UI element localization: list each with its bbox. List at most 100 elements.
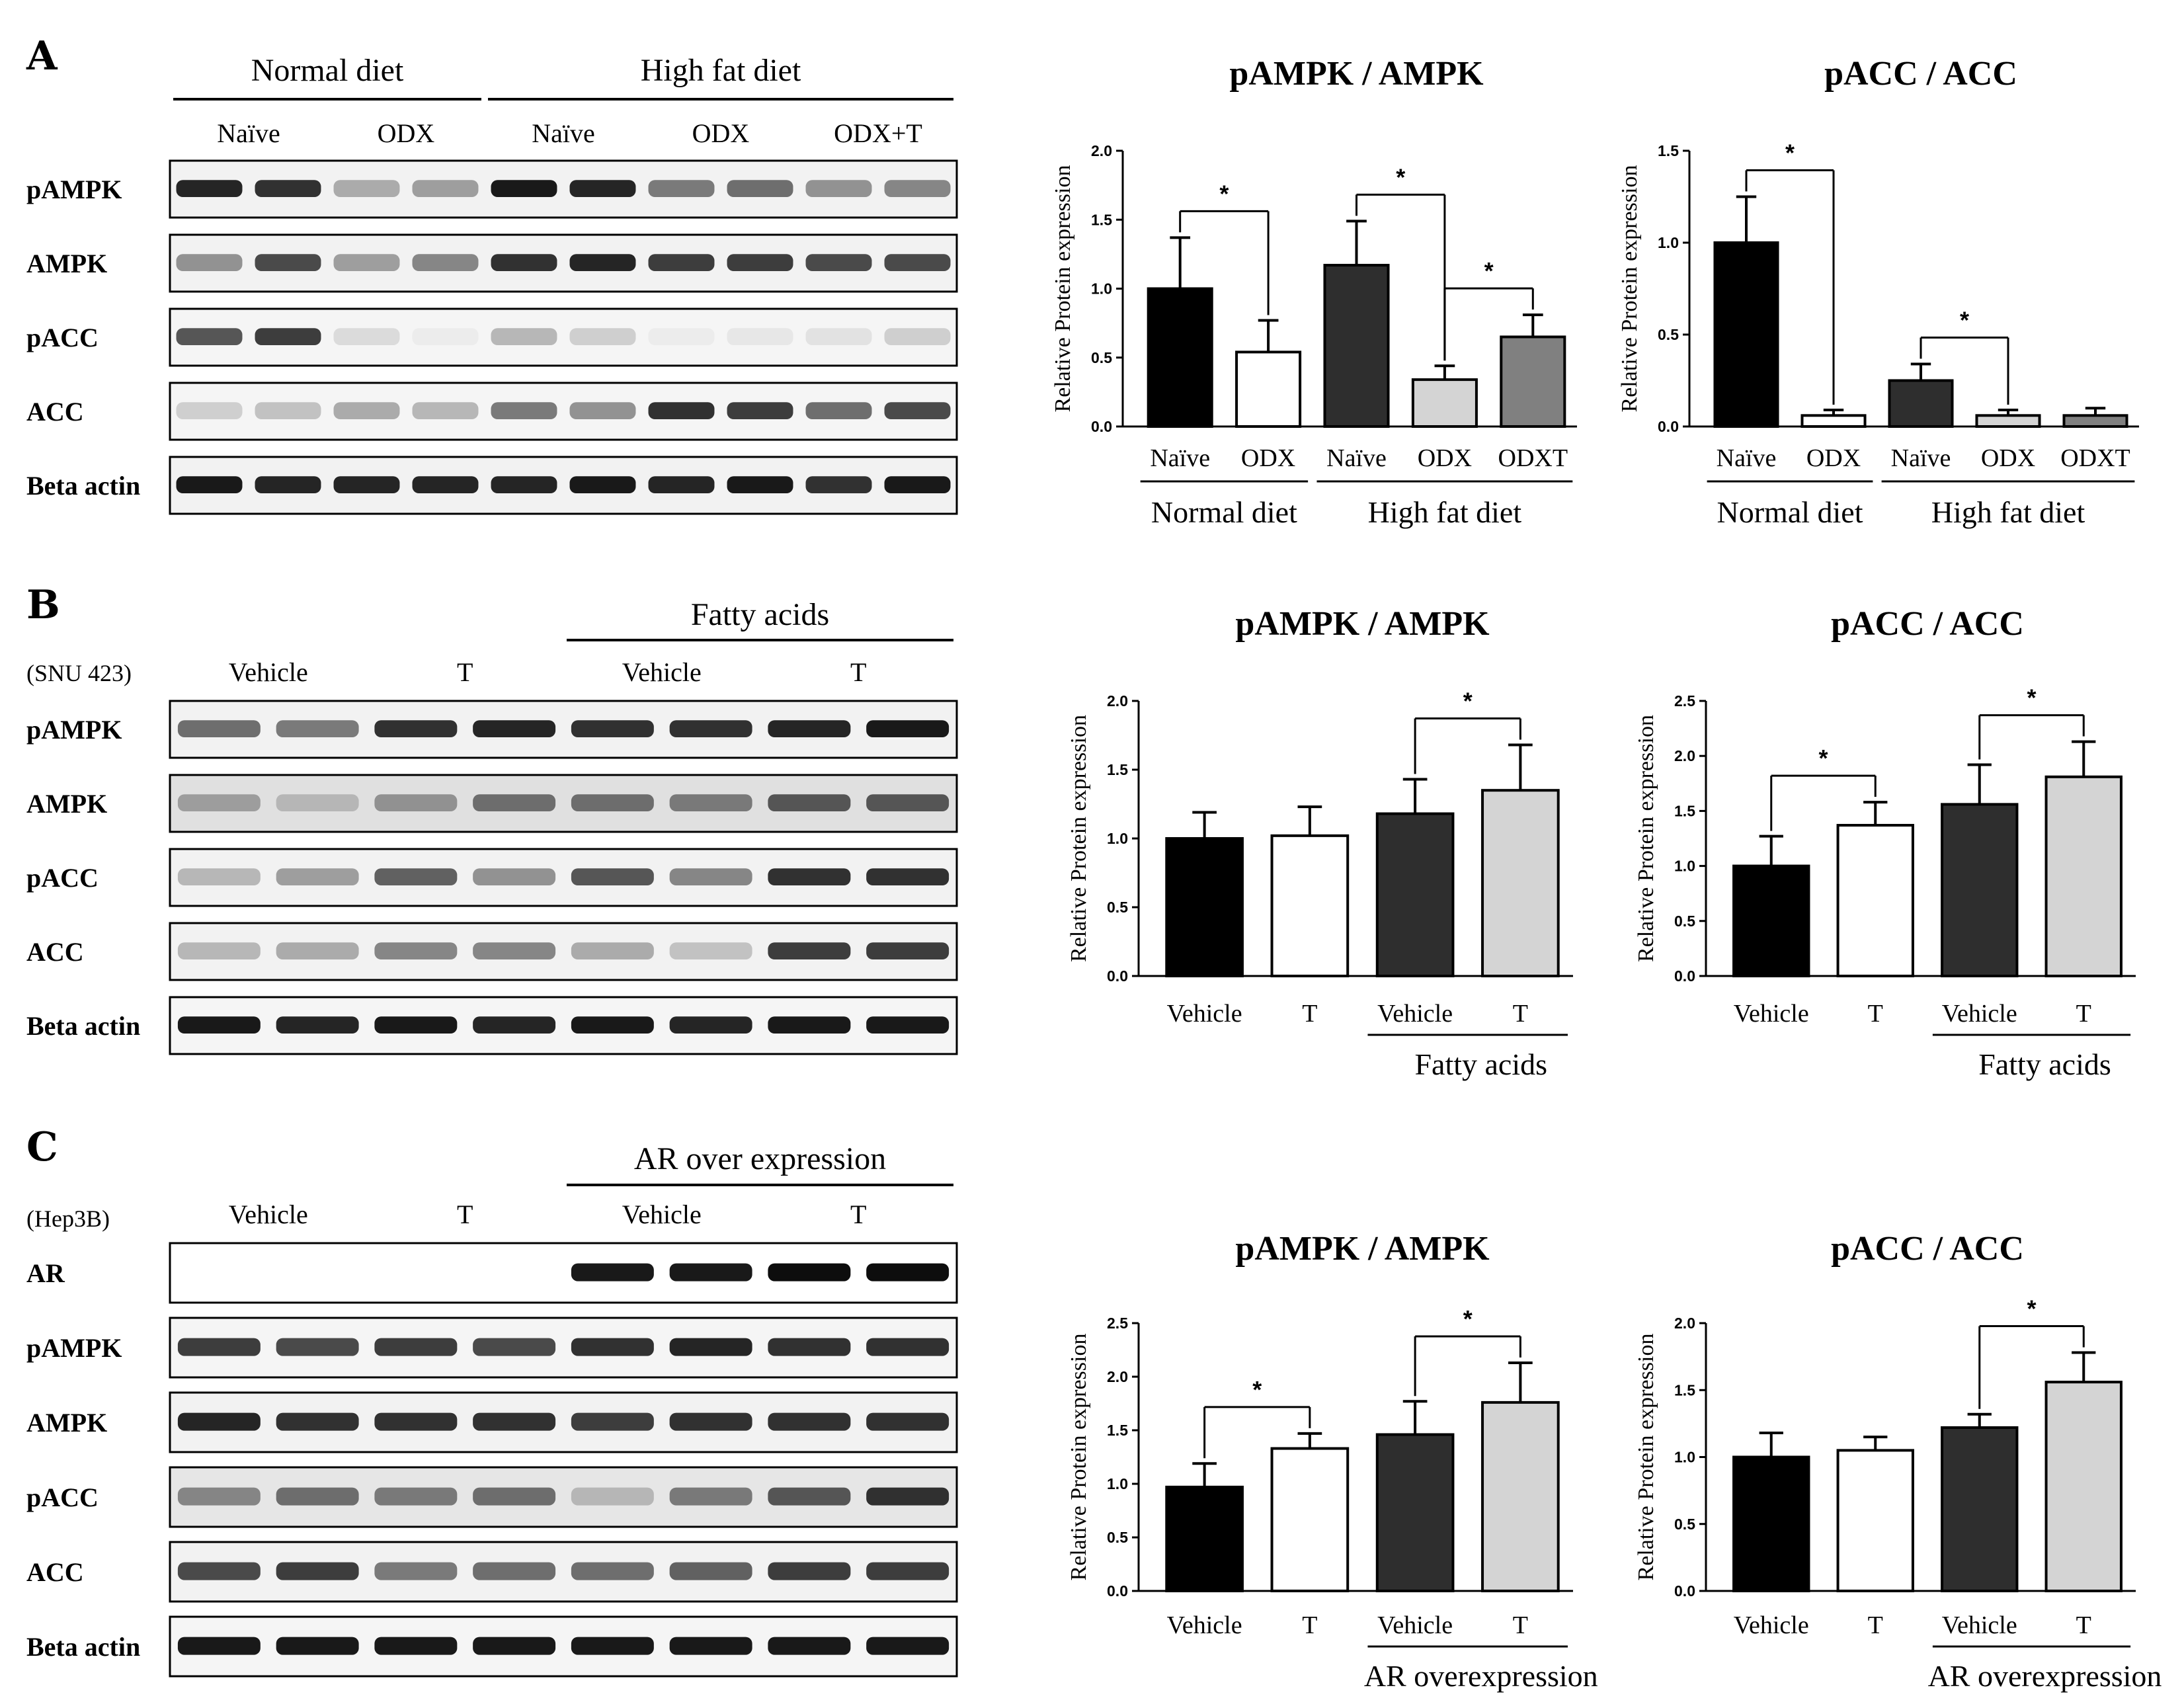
lane-label: Vehicle — [229, 1199, 308, 1229]
blot-band — [374, 720, 458, 738]
y-axis-label: Relative Protein expression — [1634, 715, 1658, 962]
blot-band — [866, 1412, 950, 1431]
blot-band — [473, 1637, 556, 1655]
blot-row-label: ACC — [26, 937, 84, 967]
blot-band — [177, 868, 261, 886]
blot-band — [333, 180, 400, 198]
blot-band — [177, 1562, 261, 1580]
blot-band — [669, 1487, 752, 1506]
y-tick-label: 0.0 — [1091, 418, 1112, 435]
y-tick-label: 1.5 — [1674, 802, 1695, 819]
blot-row: pACC — [26, 1466, 958, 1528]
category-label: Naïve — [1717, 444, 1777, 472]
blot-band — [333, 476, 400, 494]
blot-band — [177, 942, 261, 960]
blot-band — [177, 720, 261, 738]
blot-band — [255, 476, 321, 494]
blot-band — [569, 402, 636, 420]
category-label: ODX — [1418, 444, 1472, 472]
category-label: ODX — [1806, 444, 1861, 472]
bar — [1235, 350, 1302, 428]
blot-band — [473, 1562, 556, 1580]
blot-band — [866, 942, 950, 960]
blot-band — [866, 1263, 950, 1281]
blot-band — [571, 942, 654, 960]
y-tick-label: 1.0 — [1107, 1475, 1128, 1492]
blot-band — [473, 720, 556, 738]
blot-band — [276, 1016, 359, 1034]
bar — [2044, 775, 2123, 978]
bar — [1941, 803, 2019, 978]
bar — [1975, 414, 2041, 428]
category-label: ODX — [1241, 444, 1295, 472]
blot-row-label: AR — [26, 1258, 65, 1288]
bar — [2044, 1381, 2123, 1593]
bar-chart-3: pAMPK / AMPK Relative Protein expression 0… — [1067, 605, 1573, 1081]
lane-label: T — [850, 1199, 866, 1229]
chart-title: pAMPK / AMPK — [1235, 1230, 1490, 1268]
blot-band — [727, 402, 793, 420]
blot-band — [866, 1016, 950, 1034]
blot-row: pAMPK — [26, 1317, 958, 1379]
blot-band — [176, 476, 243, 494]
bar — [1800, 414, 1867, 428]
bar-chart-2: pACC / ACC Relative Protein expression 0.0… — [1617, 55, 2139, 529]
significance-star: * — [1785, 140, 1795, 167]
blot-band — [374, 1412, 458, 1431]
blot-band — [768, 868, 851, 886]
y-axis-label: Relative Protein expression — [1067, 1334, 1091, 1581]
bar — [1732, 864, 1810, 977]
blot-row: AMPK — [26, 233, 958, 293]
y-tick-label: 0.0 — [1107, 1582, 1128, 1600]
blot-band — [374, 1562, 458, 1580]
significance-star: * — [2027, 684, 2036, 711]
blot-band — [177, 1338, 261, 1356]
blot-band — [669, 794, 752, 812]
blot-band — [374, 1637, 458, 1655]
blot-band — [648, 180, 715, 198]
bar — [1481, 1401, 1560, 1592]
category-label: T — [1868, 1611, 1883, 1639]
blot-band — [571, 1263, 654, 1281]
bar-charts: pAMPK / AMPK Relative Protein expression 0… — [1051, 55, 2162, 1693]
y-tick-label: 1.0 — [1091, 280, 1112, 298]
category-label: ODXT — [1498, 444, 1568, 472]
blot-band — [333, 328, 400, 346]
category-label: Naïve — [1891, 444, 1951, 472]
blot-row-label: pAMPK — [26, 715, 122, 745]
blot-band — [866, 1637, 950, 1655]
blot-band — [374, 1016, 458, 1034]
blot-band — [412, 180, 479, 198]
category-label: Vehicle — [1734, 1000, 1809, 1028]
category-label: T — [1868, 1000, 1883, 1028]
category-label: Vehicle — [1377, 1611, 1453, 1639]
bar — [1270, 834, 1350, 977]
blot-band — [276, 794, 359, 812]
group-label: Fatty acids — [1414, 1047, 1547, 1081]
panel-letter: C — [26, 1124, 58, 1170]
blot-band — [374, 794, 458, 812]
blot-band — [648, 328, 715, 346]
blot-band — [669, 1263, 752, 1281]
category-label: T — [1513, 1000, 1528, 1028]
y-tick-label: 0.0 — [1674, 1582, 1695, 1600]
blot-row-label: pACC — [26, 863, 99, 893]
bar — [1888, 379, 1954, 428]
y-tick-label: 1.5 — [1658, 142, 1679, 159]
bar — [1941, 1426, 2019, 1592]
blot-row: AMPK — [26, 1391, 958, 1453]
blot-row-label: ACC — [26, 397, 84, 426]
y-tick-label: 1.0 — [1107, 830, 1128, 847]
bar — [1375, 812, 1455, 978]
blot-band — [176, 402, 243, 420]
blot-band — [669, 1338, 752, 1356]
category-label: ODXT — [2060, 444, 2130, 472]
group-label: AR overexpression — [1364, 1659, 1598, 1693]
blot-panel-b: B (SNU 423) Fatty acids Vehicle T Vehicle TpAM… — [26, 582, 958, 1055]
blot-band — [805, 476, 872, 494]
blot-band — [255, 328, 321, 346]
blot-band — [374, 868, 458, 886]
blot-band — [866, 1562, 950, 1580]
category-label: Vehicle — [1942, 1611, 2017, 1639]
y-tick-label: 1.5 — [1674, 1381, 1695, 1399]
